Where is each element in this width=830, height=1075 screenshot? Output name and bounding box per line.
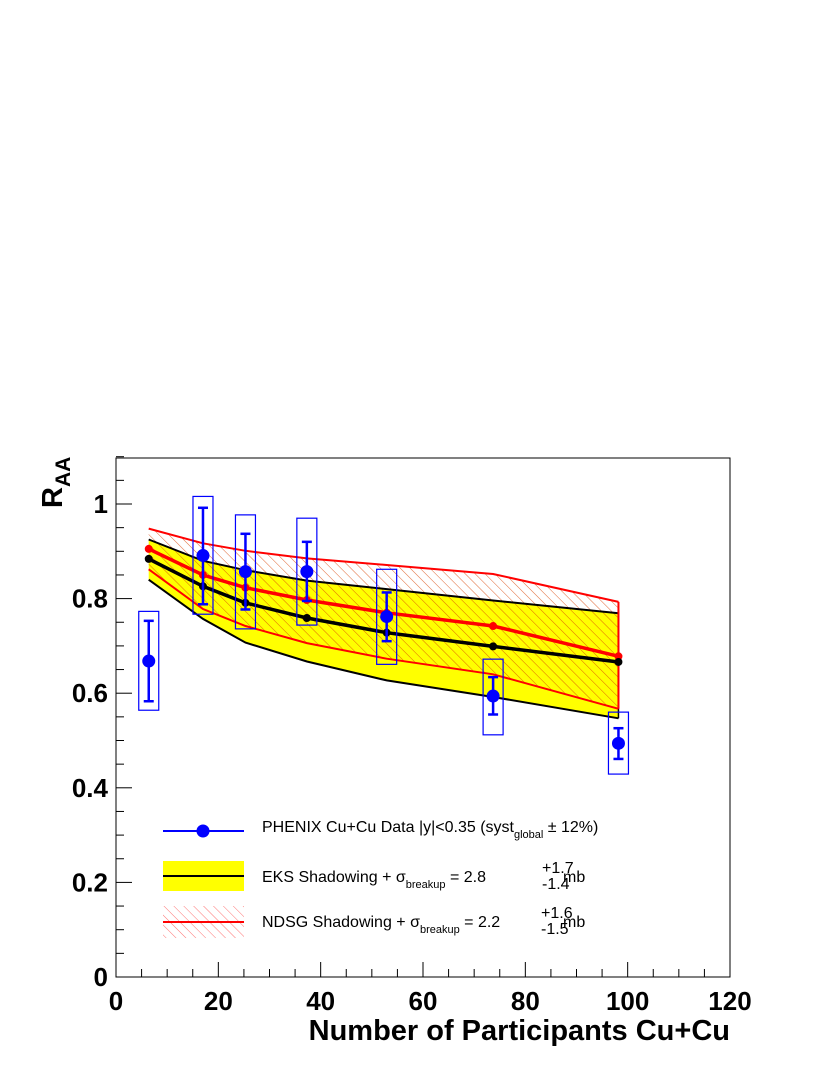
x-tick-label: 0 [109,986,123,1016]
ndsg-point [489,622,498,631]
legend-phenix-tail: ± 12%) [543,819,598,836]
data-point [238,565,252,579]
legend-ndsg-sub: breakup [420,924,460,936]
x-tick-label: 100 [606,986,649,1016]
systematic-box [607,711,630,775]
data-point [300,565,314,579]
x-tick-label: 20 [204,986,233,1016]
y-tick-label: 0.6 [72,678,108,708]
x-axis-title: Number of Participants Cu+Cu [309,1015,730,1047]
y-axis-title-sub: AA [52,457,75,487]
legend-phenix-sub: global [514,829,543,841]
x-tick-label: 120 [708,986,751,1016]
legend: PHENIX Cu+Cu Data |y|<0.35 (systglobal ±… [163,819,598,938]
ndsg-point [144,544,153,553]
data-points [138,495,630,775]
systematic-box [138,610,160,711]
x-tick-label: 40 [306,986,335,1016]
y-axis-title: RAA [37,457,75,508]
y-axis-title-main: R [37,487,69,508]
eks-point [614,657,623,666]
legend-ndsg-sup-up: +1.6 [541,905,573,922]
legend-eks-label: EKS Shadowing + σ [262,869,406,886]
x-tick-label: 60 [409,986,438,1016]
systematic-box [234,514,257,630]
data-point [380,610,394,624]
y-tick-label: 0 [94,962,108,992]
legend-eks-sup-up: +1.7 [542,860,574,877]
legend-ndsg-text: NDSG Shadowing + σbreakup = 2.2 [262,914,500,936]
systematic-box [192,495,214,615]
data-point [486,689,500,703]
legend-ndsg-mid: = 2.2 [460,914,501,931]
legend-ndsg-label: NDSG Shadowing + σ [262,914,420,931]
y-tick-label: 1 [94,489,108,519]
legend-ndsg-tail: mb [563,914,585,931]
systematic-box [376,568,398,665]
data-point [196,549,210,563]
eks-point [489,642,498,651]
ndsg-point [614,652,623,661]
plot-frame [115,457,731,978]
y-tick-label: 0.4 [72,773,109,803]
legend-phenix-label: PHENIX Cu+Cu Data |y|<0.35 (syst [262,819,515,836]
y-tick-label: 0.2 [72,867,108,897]
legend-phenix-text: PHENIX Cu+Cu Data |y|<0.35 (systglobal ±… [262,819,598,841]
eks-point [144,554,153,563]
x-axis-ticks: 0 20 40 60 80 100 120 [109,962,752,1016]
legend-eks-sub: breakup [406,879,446,891]
legend-eks-tail: mb [563,869,585,886]
systematic-box [482,658,504,736]
systematic-box [296,517,318,626]
legend-phenix-marker [196,824,210,838]
y-axis-ticks: 0 0.2 0.4 0.6 0.8 1 [72,456,132,992]
eks-point [302,613,311,622]
legend-eks-sup-dn: -1.4 [542,876,570,893]
y-tick-label: 0.8 [72,584,108,614]
legend-eks-text: EKS Shadowing + σbreakup = 2.8 [262,869,486,891]
ndsg-lower-curve [148,568,619,710]
legend-eks-mid: = 2.8 [446,869,487,886]
data-point [611,736,625,750]
legend-ndsg-sup-dn: -1.5 [541,921,569,938]
x-tick-label: 80 [511,986,540,1016]
data-point [142,654,156,668]
